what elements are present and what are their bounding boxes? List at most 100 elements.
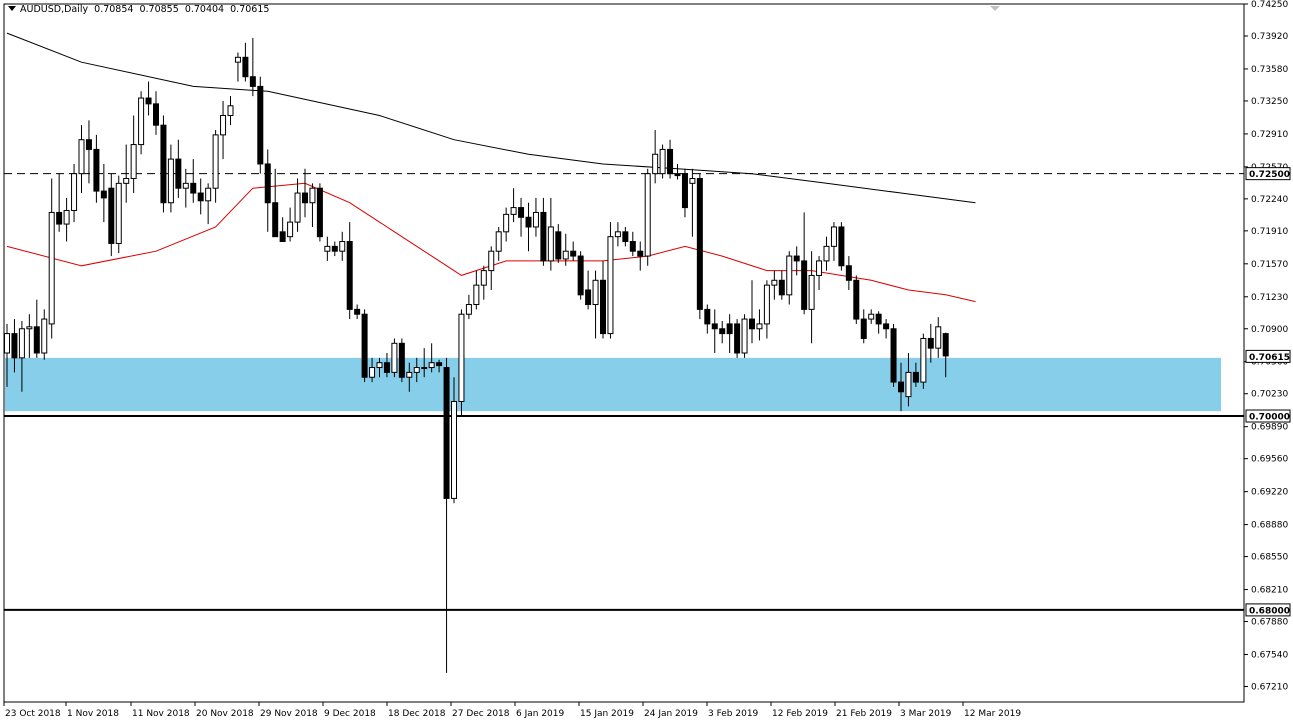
candle-bearish[interactable] (11, 333, 18, 359)
candle-bearish[interactable] (100, 190, 107, 199)
candle-bullish[interactable] (421, 367, 428, 370)
candle-bearish[interactable] (570, 250, 577, 257)
candle-bullish[interactable] (138, 97, 145, 146)
candle-bullish[interactable] (741, 318, 748, 354)
candle-bullish[interactable] (562, 250, 569, 260)
candle-bullish[interactable] (458, 313, 465, 402)
candle-bullish[interactable] (63, 209, 70, 225)
candle-bullish[interactable] (48, 211, 55, 325)
candle-bullish[interactable] (220, 114, 227, 136)
candle-bearish[interactable] (845, 265, 852, 281)
candle-bearish[interactable] (190, 182, 197, 194)
candle-bullish[interactable] (592, 279, 599, 306)
candle-bullish[interactable] (41, 318, 48, 354)
candle-bullish[interactable] (234, 56, 241, 63)
candle-bullish[interactable] (503, 213, 510, 233)
candle-bearish[interactable] (383, 362, 390, 373)
candle-bearish[interactable] (704, 308, 711, 325)
candle-bearish[interactable] (942, 333, 949, 357)
candle-bullish[interactable] (391, 342, 398, 373)
candle-bearish[interactable] (249, 76, 256, 87)
candle-bearish[interactable] (175, 158, 182, 189)
candle-bullish[interactable] (830, 226, 837, 247)
candle-bearish[interactable] (56, 211, 63, 225)
candle-bearish[interactable] (681, 173, 688, 209)
candle-bullish[interactable] (115, 182, 122, 244)
candle-bearish[interactable] (883, 323, 890, 330)
candle-bearish[interactable] (33, 326, 40, 354)
candle-bullish[interactable] (287, 221, 294, 238)
candle-bullish[interactable] (324, 245, 331, 252)
candle-bearish[interactable] (719, 328, 726, 335)
candle-bearish[interactable] (875, 313, 882, 325)
candle-bearish[interactable] (778, 279, 785, 296)
candle-bearish[interactable] (302, 192, 308, 204)
candle-bullish[interactable] (465, 304, 472, 315)
candle-bullish[interactable] (659, 148, 666, 175)
candle-bearish[interactable] (622, 231, 629, 243)
candle-bullish[interactable] (294, 192, 301, 223)
candle-bullish[interactable] (480, 270, 487, 286)
candle-bullish[interactable] (607, 236, 614, 335)
candle-bearish[interactable] (93, 148, 100, 192)
candle-bullish[interactable] (532, 211, 539, 228)
candle-bullish[interactable] (808, 274, 815, 310)
candle-bearish[interactable] (801, 260, 808, 310)
candle-bearish[interactable] (398, 342, 405, 378)
candle-bullish[interactable] (18, 328, 25, 359)
candle-bearish[interactable] (346, 241, 353, 310)
candle-bearish[interactable] (316, 187, 323, 238)
candle-bullish[interactable] (905, 371, 912, 398)
candle-bullish[interactable] (71, 173, 78, 211)
candle-bearish[interactable] (518, 207, 525, 218)
candle-bullish[interactable] (935, 326, 942, 349)
candle-bullish[interactable] (920, 337, 927, 383)
candle-bullish[interactable] (406, 371, 413, 378)
candle-bearish[interactable] (272, 202, 279, 238)
candle-bearish[interactable] (600, 279, 606, 335)
candle-bearish[interactable] (540, 211, 547, 262)
candle-bullish[interactable] (816, 260, 823, 276)
candle-bearish[interactable] (525, 216, 532, 228)
candle-bullish[interactable] (413, 367, 420, 373)
candle-bullish[interactable] (823, 245, 830, 262)
candle-bearish[interactable] (577, 255, 584, 296)
candle-bullish[interactable] (212, 134, 219, 189)
candle-bullish[interactable] (756, 323, 763, 330)
candle-bearish[interactable] (197, 192, 204, 202)
candle-bullish[interactable] (786, 255, 793, 296)
candle-bearish[interactable] (361, 313, 368, 378)
candle-bullish[interactable] (78, 139, 85, 175)
candle-bullish[interactable] (689, 178, 696, 184)
candle-bearish[interactable] (242, 56, 249, 78)
candle-bearish[interactable] (108, 187, 115, 244)
candle-bullish[interactable] (644, 173, 651, 257)
candle-bullish[interactable] (763, 284, 770, 325)
candle-bullish[interactable] (771, 279, 778, 286)
candle-bullish[interactable] (510, 207, 517, 215)
candle-bearish[interactable] (585, 289, 592, 306)
candle-bullish[interactable] (547, 226, 554, 262)
candle-bearish[interactable] (726, 323, 733, 335)
candle-bearish[interactable] (696, 178, 703, 310)
candle-bullish[interactable] (376, 362, 383, 369)
candle-bearish[interactable] (257, 85, 264, 165)
candle-bullish[interactable] (309, 187, 316, 204)
candle-bearish[interactable] (160, 124, 167, 204)
candle-bullish[interactable] (123, 178, 130, 184)
candle-bullish[interactable] (451, 400, 457, 499)
candle-bullish[interactable] (614, 231, 621, 238)
candle-bearish[interactable] (674, 173, 681, 177)
candle-bullish[interactable] (26, 326, 33, 330)
candle-bearish[interactable] (331, 245, 338, 252)
candle-bearish[interactable] (436, 362, 443, 367)
candle-bearish[interactable] (354, 308, 361, 315)
candle-bearish[interactable] (279, 231, 286, 243)
candle-bearish[interactable] (667, 148, 674, 175)
candle-bearish[interactable] (890, 328, 897, 383)
candle-bearish[interactable] (145, 97, 152, 105)
candle-bullish[interactable] (868, 313, 875, 320)
candle-bullish[interactable] (4, 333, 10, 354)
candle-bullish[interactable] (182, 182, 189, 189)
